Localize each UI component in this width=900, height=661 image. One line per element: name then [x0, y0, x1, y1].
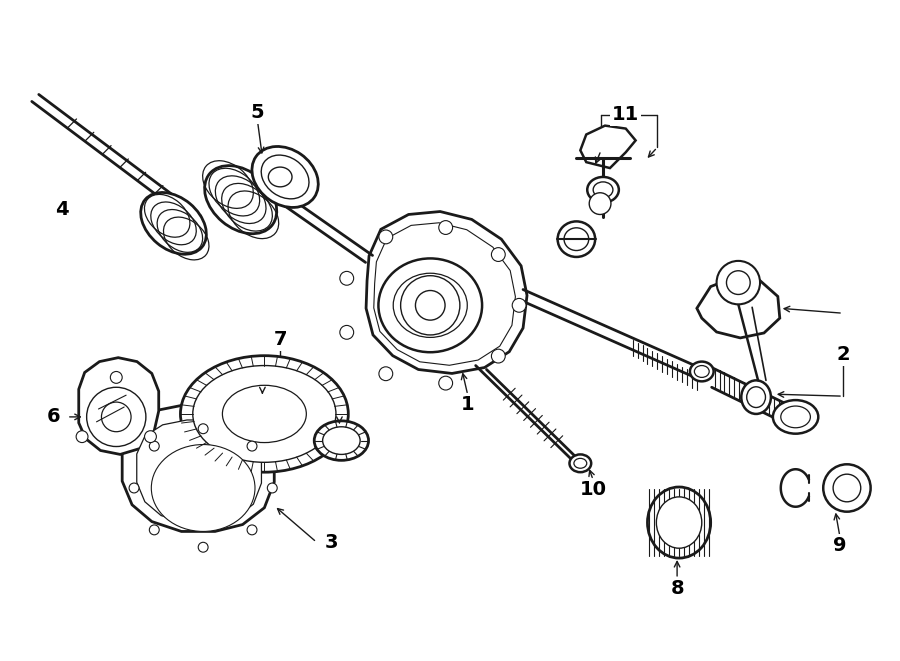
Text: 8: 8: [670, 579, 684, 598]
Ellipse shape: [781, 406, 810, 428]
Ellipse shape: [690, 362, 714, 381]
Text: 9: 9: [833, 536, 847, 555]
Circle shape: [833, 474, 860, 502]
Polygon shape: [137, 420, 261, 524]
Ellipse shape: [204, 166, 276, 234]
Text: 7: 7: [274, 330, 287, 350]
Ellipse shape: [570, 454, 591, 472]
Text: 2: 2: [836, 345, 850, 364]
Circle shape: [149, 441, 159, 451]
Circle shape: [111, 371, 122, 383]
Ellipse shape: [268, 167, 292, 187]
Polygon shape: [78, 358, 158, 454]
Ellipse shape: [322, 427, 360, 454]
Ellipse shape: [193, 366, 336, 462]
Ellipse shape: [151, 445, 255, 531]
Ellipse shape: [742, 380, 771, 414]
Ellipse shape: [180, 356, 348, 472]
Circle shape: [129, 483, 139, 493]
Ellipse shape: [695, 366, 709, 377]
Ellipse shape: [252, 147, 319, 208]
Ellipse shape: [558, 221, 595, 257]
Ellipse shape: [393, 273, 467, 337]
Polygon shape: [697, 277, 779, 338]
Circle shape: [102, 402, 131, 432]
Ellipse shape: [647, 487, 711, 558]
Circle shape: [248, 525, 257, 535]
Text: 6: 6: [46, 407, 60, 426]
Circle shape: [248, 441, 257, 451]
Polygon shape: [122, 405, 274, 531]
Circle shape: [379, 230, 392, 244]
Ellipse shape: [378, 258, 482, 352]
Text: 3: 3: [325, 533, 338, 552]
Circle shape: [416, 291, 446, 320]
Ellipse shape: [314, 421, 368, 460]
Polygon shape: [366, 212, 527, 373]
Ellipse shape: [747, 387, 766, 408]
Ellipse shape: [140, 192, 206, 254]
Text: 10: 10: [580, 481, 607, 500]
Circle shape: [76, 431, 88, 443]
Circle shape: [512, 298, 526, 312]
Circle shape: [267, 483, 277, 493]
Circle shape: [340, 272, 354, 285]
Circle shape: [824, 464, 870, 512]
Ellipse shape: [587, 177, 619, 203]
Polygon shape: [374, 223, 516, 366]
Text: 1: 1: [461, 395, 474, 414]
Ellipse shape: [656, 497, 702, 548]
Circle shape: [439, 221, 453, 235]
Circle shape: [439, 376, 453, 390]
Polygon shape: [580, 126, 635, 168]
Circle shape: [145, 431, 157, 443]
Circle shape: [379, 367, 392, 381]
Ellipse shape: [574, 458, 587, 468]
Circle shape: [86, 387, 146, 447]
Circle shape: [491, 349, 505, 363]
Ellipse shape: [222, 385, 306, 443]
Circle shape: [198, 424, 208, 434]
Circle shape: [716, 261, 760, 304]
Circle shape: [198, 542, 208, 552]
Circle shape: [340, 325, 354, 339]
Ellipse shape: [773, 400, 818, 434]
Text: 11: 11: [612, 105, 639, 124]
Circle shape: [726, 271, 751, 294]
Ellipse shape: [564, 228, 589, 251]
Ellipse shape: [593, 182, 613, 198]
Circle shape: [400, 276, 460, 335]
Text: 5: 5: [250, 103, 265, 122]
Circle shape: [149, 525, 159, 535]
Circle shape: [590, 193, 611, 214]
Circle shape: [491, 248, 505, 262]
Text: 4: 4: [55, 200, 68, 219]
